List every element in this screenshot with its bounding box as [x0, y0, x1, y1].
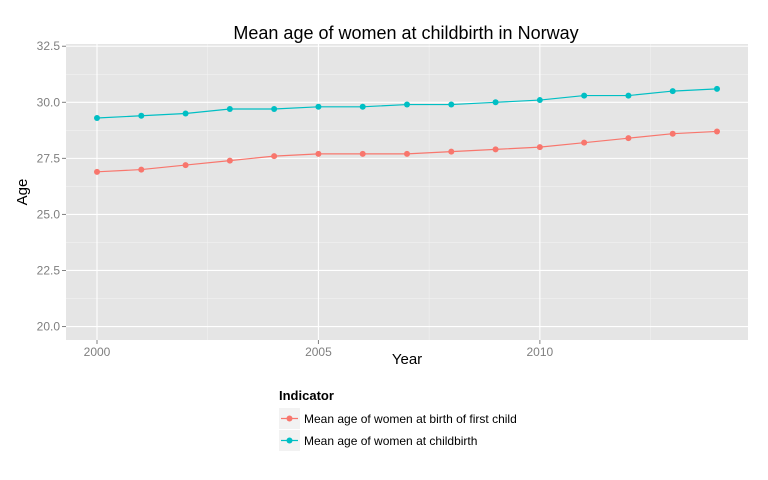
data-point [315, 103, 322, 110]
data-point [182, 110, 189, 117]
data-point [669, 130, 676, 137]
data-point [492, 99, 499, 106]
legend-label-childbirth: Mean age of women at childbirth [304, 434, 477, 448]
data-point [536, 144, 543, 151]
data-point [404, 101, 410, 108]
data-point [271, 153, 278, 160]
y-tick-label: 22.5 [37, 263, 61, 277]
legend-entry-first-child: Mean age of women at birth of first chil… [279, 408, 517, 429]
data-point [625, 92, 632, 99]
legend: Indicator Mean age of women at birth of … [279, 388, 517, 451]
data-point [138, 166, 145, 173]
y-tick-label: 30.0 [37, 95, 61, 109]
data-point [714, 128, 720, 135]
data-point [625, 135, 632, 142]
data-point [94, 168, 100, 175]
data-point [448, 148, 455, 155]
data-point [94, 115, 100, 121]
x-tick-label: 2005 [305, 345, 332, 359]
data-point [315, 150, 322, 157]
data-point [492, 146, 499, 153]
data-point [581, 139, 588, 146]
data-point [182, 162, 189, 169]
x-tick-label: 2000 [84, 345, 111, 359]
y-tick-label: 32.5 [37, 39, 61, 53]
chart-title: Mean age of women at childbirth in Norwa… [233, 23, 578, 43]
data-point [581, 92, 588, 99]
legend-marker-childbirth [286, 437, 293, 444]
legend-label-first-child: Mean age of women at birth of first chil… [304, 412, 517, 426]
legend-marker-first-child [286, 415, 293, 422]
data-point [359, 150, 366, 157]
plot-panel [66, 44, 748, 340]
data-point [226, 106, 233, 113]
data-point [448, 101, 455, 108]
y-tick-label: 27.5 [37, 151, 61, 165]
data-point [138, 112, 145, 119]
y-axis: 20.0 22.5 25.0 27.5 30.0 32.5 [37, 39, 66, 334]
x-axis-title: Year [392, 351, 422, 368]
y-axis-title: Age [14, 179, 31, 206]
x-tick-label: 2010 [527, 345, 554, 359]
data-point [359, 103, 366, 110]
y-tick-label: 25.0 [37, 207, 61, 221]
legend-entry-childbirth: Mean age of women at childbirth [279, 430, 477, 451]
legend-title: Indicator [279, 388, 334, 403]
x-axis: 2000 2005 2010 [84, 340, 554, 359]
data-point [714, 85, 720, 92]
y-tick-label: 20.0 [37, 320, 61, 334]
data-point [271, 106, 278, 113]
minor-grid [66, 44, 748, 340]
data-point [404, 150, 410, 157]
series-2 [94, 85, 720, 121]
data-point [536, 97, 543, 104]
data-point [226, 157, 233, 164]
series-layer [94, 85, 720, 175]
series-1 [94, 128, 720, 175]
data-point [669, 88, 676, 95]
